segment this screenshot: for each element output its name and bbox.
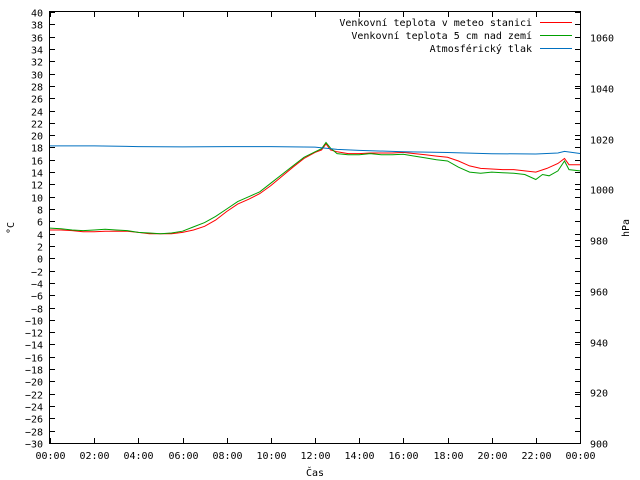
- x-tick-label: 04:00: [123, 451, 153, 462]
- y-tick-label: 36: [31, 34, 43, 45]
- y2-tick-label: 1040: [590, 85, 614, 96]
- y-tick-label: 24: [31, 108, 43, 119]
- y-tick-label: −14: [25, 341, 43, 352]
- y-tick-label: −28: [25, 428, 43, 439]
- y-tick-label: −20: [25, 378, 43, 389]
- y-tick-label: −30: [25, 440, 43, 451]
- y-tick-label: 22: [31, 120, 43, 131]
- y-tick-label: 30: [31, 71, 43, 82]
- y-tick-label: 0: [37, 255, 43, 266]
- y2-tick-label: 900: [590, 440, 608, 451]
- y-tick-label: 6: [37, 218, 43, 229]
- y-tick-label: −12: [25, 329, 43, 340]
- y-tick-label: 12: [31, 181, 43, 192]
- y-tick-label: 14: [31, 169, 43, 180]
- plot-frame: [49, 11, 581, 444]
- y2-tick-label: 1060: [590, 34, 614, 45]
- x-tick-label: 20:00: [477, 451, 507, 462]
- x-tick-label: 00:00: [35, 451, 65, 462]
- x-tick-label: 18:00: [433, 451, 463, 462]
- y-tick-label: 38: [31, 21, 43, 32]
- y2-tick-label: 980: [590, 237, 608, 248]
- y-tick-label: 34: [31, 46, 43, 57]
- y-tick-label: −8: [31, 305, 43, 316]
- y-tick-label: −22: [25, 391, 43, 402]
- y-axis-label: °C: [6, 222, 17, 234]
- x-tick-label: 06:00: [168, 451, 198, 462]
- x-tick-label: 10:00: [256, 451, 286, 462]
- legend: Venkovní teplota v meteo staniciVenkovní…: [339, 17, 572, 55]
- y-tick-label: 26: [31, 95, 43, 106]
- x-tick-label: 22:00: [521, 451, 551, 462]
- series-lines: [49, 141, 581, 235]
- y-tick-label: −6: [31, 292, 43, 303]
- ticks: 4038363432302826242220181614121086420−2−…: [25, 9, 614, 463]
- y-tick-label: 40: [31, 9, 43, 20]
- x-tick-label: 08:00: [212, 451, 242, 462]
- x-axis-label: Čas: [306, 466, 324, 479]
- y-tick-label: −10: [25, 317, 43, 328]
- series-line-3: [50, 145, 581, 155]
- y-tick-label: 32: [31, 58, 43, 69]
- y-tick-label: 8: [37, 206, 43, 217]
- series-line-2: [49, 141, 581, 235]
- x-tick-label: 12:00: [300, 451, 330, 462]
- y-tick-label: 20: [31, 132, 43, 143]
- y-tick-label: −18: [25, 366, 43, 377]
- y-tick-label: 16: [31, 157, 43, 168]
- y2-tick-label: 1020: [590, 136, 614, 147]
- legend-label-1: Venkovní teplota v meteo stanici: [339, 17, 532, 29]
- y-tick-label: −26: [25, 415, 43, 426]
- y-tick-label: 18: [31, 144, 43, 155]
- x-tick-label: 02:00: [79, 451, 109, 462]
- y-tick-label: 10: [31, 194, 43, 205]
- legend-label-3: Atmosférický tlak: [430, 43, 532, 55]
- y-tick-label: −4: [31, 280, 43, 291]
- y-tick-label: −24: [25, 403, 43, 414]
- y2-tick-label: 920: [590, 389, 608, 400]
- x-tick-label: 14:00: [344, 451, 374, 462]
- legend-label-2: Venkovní teplota 5 cm nad zemí: [351, 30, 532, 42]
- y2-axis-label: hPa: [621, 219, 632, 237]
- y-tick-label: 4: [37, 231, 43, 242]
- x-tick-label: 00:00: [565, 451, 595, 462]
- y-tick-label: −2: [31, 268, 43, 279]
- y-tick-label: 28: [31, 83, 43, 94]
- y2-tick-label: 1000: [590, 186, 614, 197]
- y-tick-label: −16: [25, 354, 43, 365]
- y2-tick-label: 940: [590, 339, 608, 350]
- x-tick-label: 16:00: [388, 451, 418, 462]
- y2-tick-label: 960: [590, 288, 608, 299]
- y-tick-label: 2: [37, 243, 43, 254]
